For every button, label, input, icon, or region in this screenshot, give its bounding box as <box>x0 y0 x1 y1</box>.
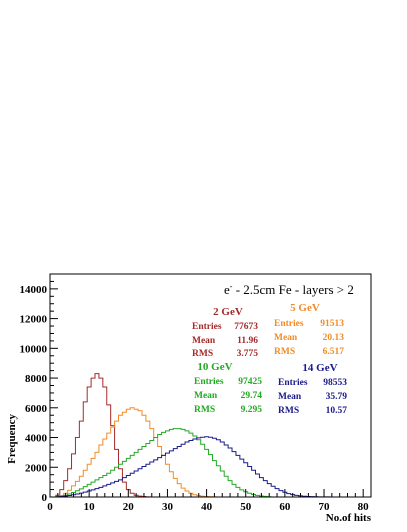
histogram-line-10-gev <box>51 428 272 498</box>
stats-label-mean-5-gev: Mean <box>274 333 298 343</box>
stats-title-14-gev: 14 GeV <box>302 362 337 374</box>
stats-value-rms-2-gev: 3.775 <box>237 349 259 359</box>
stats-label-rms-14-gev: RMS <box>278 406 299 416</box>
x-tick-label: 70 <box>319 501 331 513</box>
stats-value-mean-10-gev: 29.74 <box>241 391 263 401</box>
stats-label-rms-2-gev: RMS <box>192 349 213 359</box>
histogram-line-5-gev <box>51 407 217 498</box>
stats-label-rms-5-gev: RMS <box>274 347 295 357</box>
y-tick-label: 4000 <box>25 433 48 445</box>
stats-value-entries-14-gev: 98553 <box>323 378 347 388</box>
y-tick-label: 10000 <box>20 343 48 355</box>
stats-value-mean-14-gev: 35.79 <box>326 392 348 402</box>
x-axis-ticks: 0 10 20 30 40 50 60 70 80 <box>47 489 372 513</box>
x-tick-label: 0 <box>47 501 53 513</box>
stats-title-5-gev: 5 GeV <box>290 302 320 314</box>
stats-label-mean-10-gev: Mean <box>194 391 218 401</box>
y-tick-label: 2000 <box>25 462 48 474</box>
stats-value-entries-5-gev: 91513 <box>320 319 344 329</box>
stats-title-10-gev: 10 GeV <box>197 361 232 373</box>
stats-value-entries-10-gev: 97425 <box>238 377 262 387</box>
y-tick-label: 12000 <box>20 314 48 326</box>
stats-label-rms-10-gev: RMS <box>194 405 215 415</box>
stats-label-entries-14-gev: Entries <box>278 378 308 388</box>
histogram-series-group <box>51 373 366 498</box>
y-tick-label: 0 <box>42 492 48 504</box>
histogram-line-14-gev <box>51 436 366 498</box>
stats-title-2-gev: 2 GeV <box>213 306 243 318</box>
x-tick-label: 10 <box>84 501 96 513</box>
stats-label-entries-10-gev: Entries <box>194 377 224 387</box>
stats-value-rms-5-gev: 6.517 <box>323 347 345 357</box>
x-tick-label: 60 <box>279 501 291 513</box>
stats-value-mean-2-gev: 11.96 <box>237 336 258 346</box>
stats-value-rms-14-gev: 10.57 <box>326 406 348 416</box>
stats-value-mean-5-gev: 20.13 <box>323 333 345 343</box>
chart-title-rest: - 2.5cm Fe - layers > 2 <box>232 282 353 297</box>
y-tick-label: 8000 <box>25 373 48 385</box>
chart-title-superscript: - <box>230 282 233 291</box>
chart-title: e- - 2.5cm Fe - layers > 2 <box>224 282 354 297</box>
stats-label-mean-2-gev: Mean <box>192 336 216 346</box>
chart-title-particle: e <box>224 282 230 297</box>
y-axis-ticks: 0 2000 4000 6000 8000 10000 12000 14000 <box>20 273 58 504</box>
y-tick-label: 6000 <box>25 403 48 415</box>
y-tick-label: 14000 <box>20 284 48 296</box>
histogram-line-2-gev <box>51 373 151 498</box>
stats-value-entries-2-gev: 77673 <box>234 322 258 332</box>
stats-label-entries-2-gev: Entries <box>192 322 222 332</box>
x-axis-title: No.of hits <box>326 512 372 524</box>
x-tick-label: 40 <box>201 501 213 513</box>
x-tick-label: 50 <box>240 501 252 513</box>
stats-label-entries-5-gev: Entries <box>274 319 304 329</box>
x-tick-label: 30 <box>162 501 174 513</box>
x-tick-label: 20 <box>123 501 135 513</box>
y-axis-title: Frequency <box>6 414 18 464</box>
stats-label-mean-14-gev: Mean <box>278 392 302 402</box>
stats-value-rms-10-gev: 9.295 <box>241 405 263 415</box>
x-tick-label: 80 <box>358 501 370 513</box>
stats-boxes: 2 GeV Entries 77673 Mean 11.96 RMS 3.775 5 GeV E… <box>192 302 347 416</box>
